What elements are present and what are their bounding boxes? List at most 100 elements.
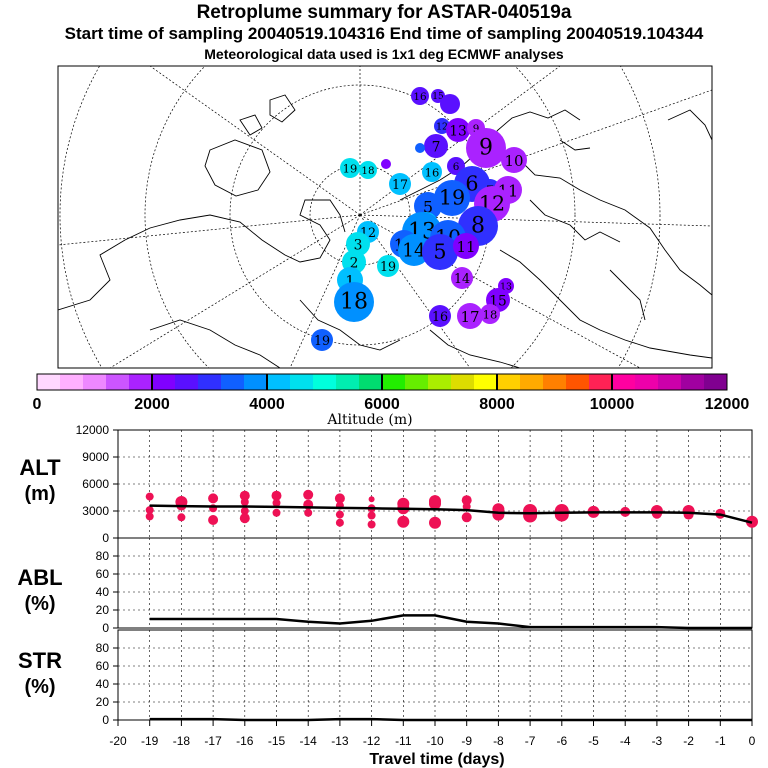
x-axis-label: Travel time (days) bbox=[369, 751, 504, 768]
plume-day-label: 5 bbox=[423, 197, 433, 216]
map-geography: 1615121397910191817166671112195158131012… bbox=[58, 66, 712, 368]
plume-marker bbox=[377, 255, 399, 277]
y-tick-label: 12000 bbox=[76, 423, 110, 437]
plume-day-label: 14 bbox=[454, 271, 470, 286]
x-tick-label: -16 bbox=[236, 734, 254, 748]
colorbar-swatch bbox=[474, 374, 498, 390]
colorbar-swatch bbox=[244, 374, 268, 390]
alt-scatter-point bbox=[177, 513, 186, 522]
x-tick-label: -20 bbox=[109, 734, 127, 748]
y-tick-label: 80 bbox=[96, 549, 110, 563]
alt-scatter-point bbox=[461, 495, 472, 506]
plume-marker bbox=[334, 282, 374, 322]
plume-marker bbox=[440, 94, 460, 114]
colorbar-swatch bbox=[60, 374, 84, 390]
alt-scatter-point bbox=[367, 511, 376, 520]
plume-day-label: 5 bbox=[433, 239, 446, 263]
colorbar-label: Altitude (m) bbox=[326, 412, 412, 428]
x-tick-label: -14 bbox=[300, 734, 318, 748]
alt-scatter-point bbox=[367, 520, 376, 529]
plume-marker bbox=[422, 162, 442, 182]
plume-day-label: 9 bbox=[473, 123, 480, 135]
plume-day-label: 2 bbox=[350, 255, 359, 271]
colorbar-swatch bbox=[520, 374, 544, 390]
y-tick-label: 40 bbox=[96, 677, 110, 691]
plume-marker bbox=[446, 118, 470, 142]
str-unit: (%) bbox=[24, 676, 55, 698]
colorbar-tick-label: 6000 bbox=[364, 396, 400, 413]
y-tick-label: 20 bbox=[96, 603, 110, 617]
colorbar-swatch bbox=[336, 374, 360, 390]
plume-marker bbox=[453, 233, 479, 259]
alt-scatter-point bbox=[462, 502, 471, 511]
alt-scatter-point bbox=[240, 507, 249, 515]
x-tick-label: -19 bbox=[141, 734, 159, 748]
map-panel: 1615121397910191817166671112195158131012… bbox=[57, 65, 713, 369]
alt-scatter-point bbox=[239, 490, 250, 501]
plume-day-label: 13 bbox=[449, 123, 467, 139]
sampling-times: Start time of sampling 20040519.104316 E… bbox=[64, 24, 704, 43]
alt-scatter-point bbox=[429, 516, 441, 529]
plume-marker bbox=[501, 147, 527, 173]
chart-title: Retroplume summary for ASTAR-040519a bbox=[196, 2, 572, 23]
colorbar-tick-label: 2000 bbox=[134, 396, 170, 413]
colorbar-tick-label: 8000 bbox=[479, 396, 515, 413]
x-tick-label: -10 bbox=[426, 734, 444, 748]
plume-day-label: 19 bbox=[314, 333, 330, 348]
colorbar-swatch bbox=[382, 374, 406, 390]
y-tick-label: 60 bbox=[96, 659, 110, 673]
plume-marker bbox=[389, 173, 411, 195]
plume-marker bbox=[311, 329, 333, 351]
colorbar-swatch bbox=[152, 374, 176, 390]
plume-marker bbox=[429, 305, 451, 327]
alt-scatter-point bbox=[554, 507, 569, 522]
abl-label: ABL bbox=[17, 565, 62, 590]
y-tick-label: 40 bbox=[96, 585, 110, 599]
alt-panel: 0 3000 6000 9000 12000 ALT (m) bbox=[19, 423, 758, 545]
plume-day-label: 10 bbox=[504, 152, 523, 170]
colorbar-swatch bbox=[359, 374, 383, 390]
alt-scatter-point bbox=[335, 510, 344, 519]
plume-day-label: 19 bbox=[380, 259, 396, 274]
plume-marker bbox=[411, 87, 429, 105]
plume-day-label: 16 bbox=[425, 166, 440, 180]
x-tick-label: -12 bbox=[363, 734, 381, 748]
plume-points: 1615121397910191817166671112195158131012… bbox=[311, 87, 527, 351]
colorbar-swatch bbox=[129, 374, 153, 390]
x-tick-label: -15 bbox=[268, 734, 286, 748]
map-frame bbox=[57, 65, 713, 369]
x-tick-label: -17 bbox=[204, 734, 222, 748]
y-tick-label: 60 bbox=[96, 567, 110, 581]
plume-marker bbox=[466, 128, 506, 168]
alt-scatter-point bbox=[208, 515, 219, 525]
str-line bbox=[149, 717, 752, 722]
x-tick-label: -8 bbox=[493, 734, 504, 748]
x-tick-label: -1 bbox=[715, 734, 726, 748]
colorbar-tick-label: 4000 bbox=[249, 396, 285, 413]
plume-marker bbox=[381, 159, 391, 169]
alt-scatter-point bbox=[303, 489, 314, 500]
colorbar-swatch bbox=[221, 374, 245, 390]
plume-day-label: 15 bbox=[432, 92, 444, 102]
alt-scatter-point bbox=[239, 513, 250, 524]
y-tick-label: 0 bbox=[102, 531, 109, 545]
alt-unit: (m) bbox=[24, 483, 55, 505]
colorbar-swatch bbox=[290, 374, 314, 390]
colorbar-swatch bbox=[405, 374, 429, 390]
colorbar-swatch bbox=[589, 374, 613, 390]
plume-marker bbox=[359, 161, 377, 179]
alt-scatter-point bbox=[492, 508, 505, 521]
alt-mean-line bbox=[149, 504, 753, 524]
plume-day-label: 16 bbox=[413, 91, 426, 103]
alt-scatter-point bbox=[272, 508, 281, 517]
y-tick-label: 80 bbox=[96, 641, 110, 655]
plume-marker bbox=[340, 158, 360, 178]
x-tick-label: -5 bbox=[588, 734, 599, 748]
x-tick-label: 0 bbox=[749, 734, 756, 748]
colorbar-swatch bbox=[543, 374, 567, 390]
x-tick-label: -4 bbox=[620, 734, 631, 748]
x-tick-label: -18 bbox=[173, 734, 191, 748]
alt-scatter-point bbox=[368, 496, 375, 503]
colorbar-swatch bbox=[313, 374, 337, 390]
plume-day-label: 17 bbox=[392, 177, 408, 192]
